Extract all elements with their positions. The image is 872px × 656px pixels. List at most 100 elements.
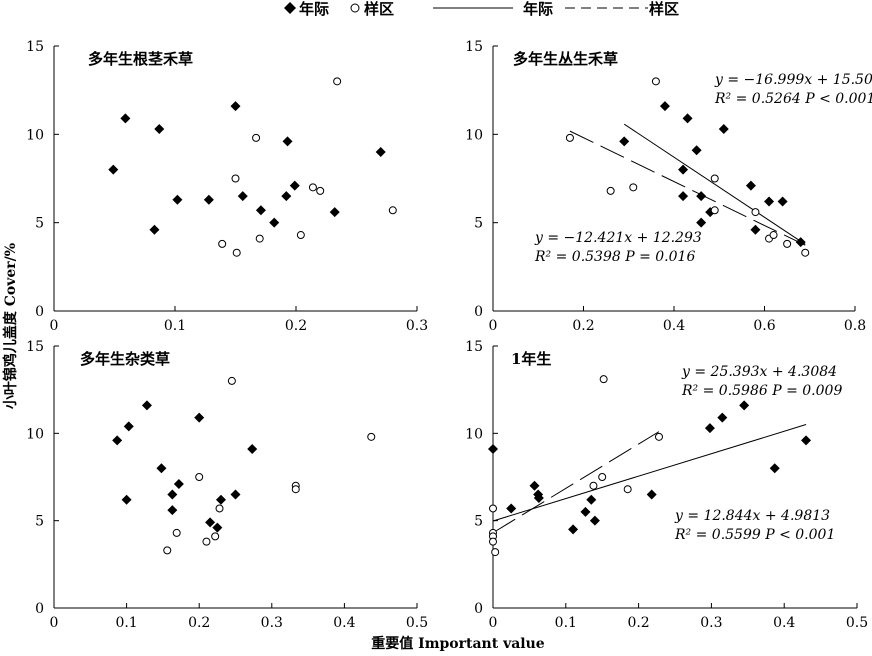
data-point-site bbox=[388, 206, 397, 215]
x-tick-label: 0.4 bbox=[333, 615, 355, 631]
data-point-interannual bbox=[619, 136, 630, 147]
data-point-interannual bbox=[212, 522, 223, 533]
legend: 年际 样区 年际 样区 bbox=[284, 0, 679, 18]
fit-statistics: R² = 0.5264 P < 0.001 bbox=[714, 91, 872, 107]
data-point-interannual bbox=[120, 113, 131, 124]
x-tick-label: 0.2 bbox=[627, 615, 649, 631]
data-point-interannual bbox=[696, 217, 707, 228]
data-point-interannual bbox=[194, 412, 205, 423]
data-point-site bbox=[651, 77, 660, 86]
data-point-interannual bbox=[568, 524, 579, 535]
data-point-interannual bbox=[678, 164, 689, 175]
data-point-site bbox=[172, 528, 181, 537]
x-tick-label: 0.3 bbox=[700, 615, 722, 631]
y-tick-label: 15 bbox=[465, 39, 483, 55]
data-point-interannual bbox=[149, 224, 160, 235]
fit-statistics: R² = 0.5398 P = 0.016 bbox=[534, 249, 695, 265]
data-point-interannual bbox=[777, 196, 788, 207]
data-point-interannual bbox=[801, 435, 812, 446]
data-point-interannual bbox=[589, 515, 600, 526]
data-point-interannual bbox=[678, 191, 689, 202]
data-point-site bbox=[296, 231, 305, 240]
x-tick-label: 0.1 bbox=[555, 615, 577, 631]
data-point-interannual bbox=[745, 180, 756, 191]
data-point-interannual bbox=[173, 478, 184, 489]
x-tick-label: 0.4 bbox=[773, 615, 795, 631]
legend-label-interannual: 年际 bbox=[299, 0, 329, 18]
data-point-site bbox=[751, 208, 760, 217]
legend-diamond-marker bbox=[284, 2, 296, 14]
data-point-site bbox=[316, 186, 325, 195]
data-point-site bbox=[367, 432, 376, 441]
panel-title: 多年生根茎禾草 bbox=[88, 50, 193, 68]
data-point-interannual bbox=[506, 503, 517, 514]
data-point-site bbox=[255, 234, 264, 243]
data-point-site bbox=[489, 537, 497, 546]
data-point-interannual bbox=[230, 489, 241, 500]
data-point-interannual bbox=[750, 224, 761, 235]
data-point-interannual bbox=[488, 444, 498, 455]
data-point-site bbox=[565, 133, 574, 142]
data-point-interannual bbox=[230, 101, 241, 112]
y-tick-label: 0 bbox=[35, 304, 44, 320]
data-point-site bbox=[291, 485, 300, 494]
fit-equation: y = −12.421x + 12.293 bbox=[534, 230, 702, 246]
data-point-interannual bbox=[795, 237, 806, 248]
data-point-site bbox=[163, 546, 172, 555]
legend-label-site: 样区 bbox=[364, 0, 394, 18]
legend-label-site-fit: 样区 bbox=[649, 0, 679, 18]
y-tick-label: 10 bbox=[465, 426, 483, 442]
data-point-interannual bbox=[269, 217, 280, 228]
y-tick-label: 10 bbox=[26, 426, 44, 442]
data-point-interannual bbox=[691, 145, 702, 156]
x-axis-title: 重要值 Important value bbox=[371, 635, 544, 652]
data-point-interannual bbox=[764, 196, 775, 207]
data-point-interannual bbox=[586, 494, 597, 505]
data-point-interannual bbox=[237, 191, 248, 202]
x-tick-label: 0.3 bbox=[406, 318, 428, 334]
data-point-site bbox=[215, 504, 224, 513]
data-point-interannual bbox=[203, 194, 214, 205]
x-tick-label: 0.2 bbox=[572, 318, 594, 334]
data-point-interannual bbox=[704, 423, 715, 434]
data-point-interannual bbox=[255, 205, 266, 216]
y-tick-label: 10 bbox=[465, 127, 483, 143]
data-point-site bbox=[623, 485, 632, 494]
data-point-interannual bbox=[717, 412, 728, 423]
data-point-interannual bbox=[167, 505, 178, 516]
x-tick-label: 0 bbox=[50, 318, 59, 334]
data-point-interannual bbox=[156, 463, 167, 474]
data-point-site bbox=[710, 206, 719, 215]
fit-equation: y = −16.999x + 15.506 bbox=[714, 72, 872, 88]
y-tick-label: 15 bbox=[465, 339, 483, 355]
data-point-site bbox=[333, 77, 342, 86]
y-tick-label: 0 bbox=[474, 304, 483, 320]
y-axis-title: 小叶锦鸡儿盖度 Cover/% bbox=[2, 243, 19, 409]
y-tick-label: 5 bbox=[35, 514, 44, 530]
legend-circle-marker bbox=[350, 3, 360, 13]
chart-panel-2: 0 5 10 15 0 0.2 0.4 0.6 0.8 多年生丛生禾草 y = −16.999x +… bbox=[465, 39, 872, 334]
data-point-site bbox=[599, 375, 608, 384]
data-point-site bbox=[783, 239, 792, 248]
data-point-site bbox=[231, 174, 240, 183]
y-tick-label: 15 bbox=[26, 339, 44, 355]
fit-line-site bbox=[569, 130, 806, 246]
panel-title: 1年生 bbox=[511, 350, 551, 368]
x-tick-label: 0.8 bbox=[844, 318, 866, 334]
y-tick-label: 5 bbox=[474, 216, 483, 232]
fit-line-interannual bbox=[623, 123, 806, 245]
data-point-site bbox=[801, 248, 810, 257]
data-point-interannual bbox=[533, 492, 544, 503]
data-point-interannual bbox=[141, 400, 152, 411]
data-point-site bbox=[598, 473, 607, 481]
fit-equation: y = 25.393x + 4.3084 bbox=[681, 364, 837, 380]
fit-line-site bbox=[492, 431, 660, 534]
x-tick-label: 0.2 bbox=[285, 318, 307, 334]
data-point-interannual bbox=[289, 180, 300, 191]
data-point-site bbox=[218, 239, 227, 248]
data-point-site bbox=[308, 183, 317, 192]
x-tick-label: 0 bbox=[489, 318, 498, 334]
chart-panel-4: 0 5 10 15 0 0.1 0.2 0.3 0.4 0.5 1年生 y = 12.844x + 4… bbox=[465, 339, 868, 631]
data-point-site bbox=[710, 174, 719, 183]
